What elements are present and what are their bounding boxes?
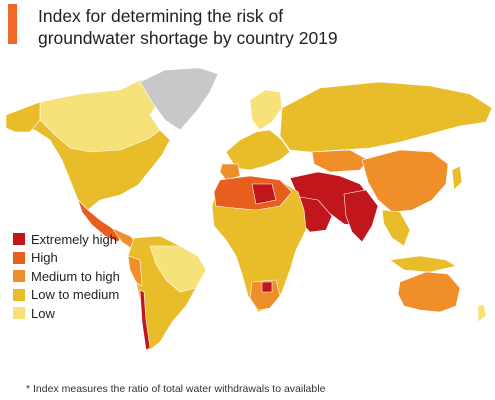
legend-item-low-to-medium: Low to medium [13, 286, 120, 305]
map-title-line-2: groundwater shortage by country 2019 [38, 28, 338, 48]
region-alaska [5, 101, 41, 133]
region-north-africa [213, 175, 293, 211]
region-greenland [139, 67, 219, 131]
legend-item-low: Low [13, 304, 120, 323]
legend-item-medium-to-high: Medium to high [13, 267, 120, 286]
region-china [361, 149, 449, 213]
region-brazil [149, 245, 207, 293]
legend-item-extremely-high: Extremely high [13, 230, 120, 249]
legend-swatch [13, 307, 25, 320]
map-title-line-1: Index for determining the risk of [38, 6, 284, 26]
region-botswana [261, 281, 273, 293]
region-libya [251, 183, 277, 205]
world-map [5, 67, 493, 350]
region-indonesia [389, 255, 457, 273]
legend-label: Medium to high [31, 268, 120, 284]
region-chile [139, 289, 151, 350]
legend-label: Extremely high [31, 231, 117, 247]
region-southeast-asia [381, 209, 411, 247]
region-russia [279, 81, 493, 153]
region-japan [451, 165, 463, 191]
legend-item-high: High [13, 249, 120, 268]
legend: Extremely high High Medium to high Low t… [13, 230, 120, 323]
region-scandinavia [249, 89, 283, 131]
region-southern-africa [249, 279, 281, 311]
region-andes [127, 255, 143, 287]
region-new-zealand [477, 303, 487, 323]
region-india [343, 189, 379, 243]
title-accent-bar [8, 4, 17, 44]
region-europe [225, 129, 291, 171]
legend-swatch [13, 251, 25, 264]
map-title: Index for determining the risk of ground… [38, 5, 338, 49]
legend-label: Low to medium [31, 287, 120, 303]
legend-swatch [13, 288, 25, 301]
region-canada [39, 79, 166, 153]
legend-swatch [13, 270, 25, 283]
legend-label: High [31, 250, 58, 266]
legend-swatch [13, 233, 25, 246]
region-australia [397, 271, 461, 313]
region-kazakhstan [311, 149, 369, 173]
footnote: * Index measures the ratio of total wate… [26, 383, 326, 395]
legend-label: Low [31, 305, 55, 321]
